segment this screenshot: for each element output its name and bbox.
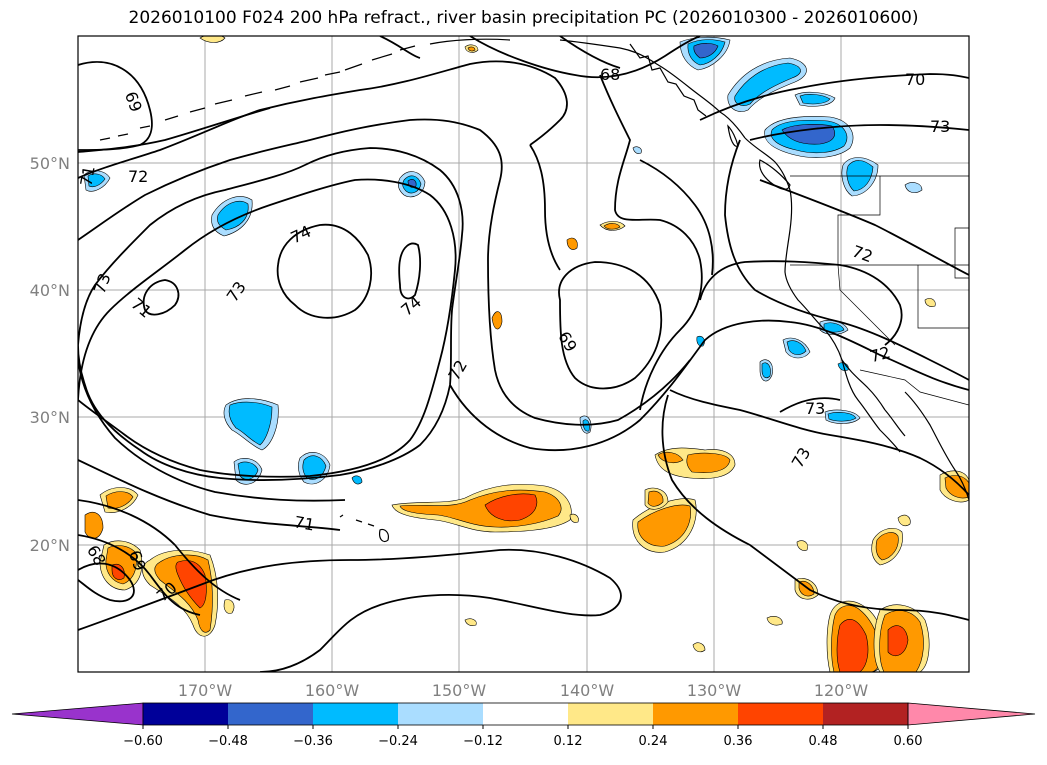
lat-label: 50°N [30, 154, 70, 173]
colorbar-segment [398, 703, 483, 725]
colorbar-segment [313, 703, 398, 725]
colorbar-segment [143, 703, 228, 725]
lon-label: 160°W [305, 681, 360, 700]
colorbar-segment [568, 703, 653, 725]
lat-label: 40°N [30, 281, 70, 300]
colorbar-tick-label: 0.60 [894, 734, 923, 749]
colorbar-segment [483, 703, 568, 725]
lon-label: 170°W [178, 681, 233, 700]
colorbar-segment [228, 703, 313, 725]
refractivity-contours [78, 36, 969, 672]
contour-label: 68 [600, 65, 620, 84]
colorbar-segment [653, 703, 738, 725]
colorbar-tick-label: −0.36 [293, 734, 333, 749]
contour-label: 73 [805, 399, 825, 418]
lat-label: 20°N [30, 536, 70, 555]
colorbar-border [142, 702, 909, 726]
colorbar-tick-label: −0.24 [378, 734, 418, 749]
colorbar-tick-label: 0.24 [639, 734, 668, 749]
contour-label: 73 [930, 117, 950, 136]
map-frame [77, 35, 970, 673]
lon-label: 140°W [560, 681, 615, 700]
colorbar-segment [823, 703, 908, 725]
coastlines [99, 38, 969, 543]
colorbar-segment [738, 703, 823, 725]
contour-label: 72 [868, 343, 893, 367]
colorbar-tick-label: 0.48 [809, 734, 838, 749]
colorbar-tick-label: −0.12 [463, 734, 503, 749]
political-borders [790, 175, 969, 406]
contour-label: 71 [293, 512, 316, 534]
colorbar-extend-max [907, 702, 1036, 726]
colorbar-extend-min [11, 702, 144, 726]
lon-label: 120°W [814, 681, 869, 700]
contour-label: 72 [128, 167, 148, 186]
colorbar-tick-label: 0.36 [724, 734, 753, 749]
latitude-labels: 50°N 40°N 30°N 20°N [30, 154, 70, 555]
lon-label: 130°W [687, 681, 742, 700]
map-title: 2026010100 F024 200 hPa refract., river … [128, 8, 919, 28]
lon-label: 150°W [432, 681, 487, 700]
contour-label: 70 [905, 70, 925, 89]
longitude-labels: 170°W 160°W 150°W 140°W 130°W 120°W [178, 681, 869, 700]
colorbar-tick-label: −0.48 [208, 734, 248, 749]
colorbar-tick-label: 0.12 [554, 734, 583, 749]
lat-label: 30°N [30, 408, 70, 427]
colorbar-tick-label: −0.60 [123, 734, 163, 749]
contour-label: 71 [76, 164, 98, 187]
colorbar: −0.60 −0.48 −0.36 −0.24 −0.12 0.12 0.24 0.36 0.4… [11, 702, 1036, 749]
